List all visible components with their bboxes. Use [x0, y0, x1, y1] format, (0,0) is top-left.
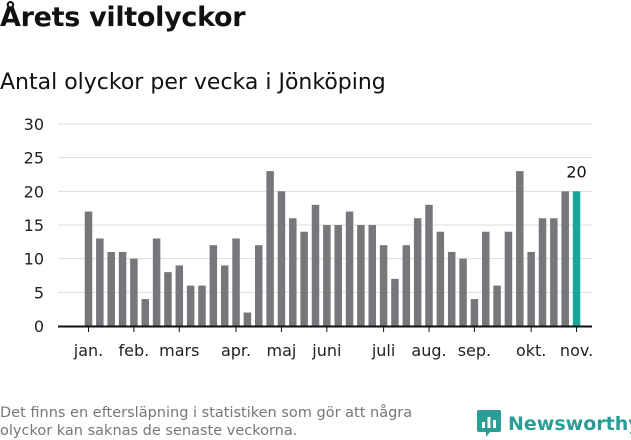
bar	[84, 211, 93, 326]
bar	[368, 225, 376, 326]
chart-subtitle: Antal olyckor per vecka i Jönköping	[0, 70, 386, 95]
bar	[152, 238, 161, 326]
bar	[345, 211, 354, 326]
bar	[413, 218, 422, 326]
bar	[141, 299, 149, 326]
bar	[334, 225, 342, 326]
y-tick-label: 5	[34, 283, 44, 302]
x-tick-label: juli	[371, 341, 395, 360]
bar	[266, 171, 274, 326]
bar	[130, 258, 138, 326]
bar	[277, 191, 286, 326]
bar	[504, 231, 513, 326]
bar	[561, 191, 569, 326]
bar	[289, 218, 297, 326]
y-tick-label: 15	[24, 216, 44, 235]
bar	[516, 171, 524, 326]
y-tick-label: 25	[24, 149, 44, 168]
bar	[425, 204, 433, 326]
bar	[232, 238, 240, 326]
bar	[550, 218, 558, 326]
x-tick-label: jan.	[73, 341, 103, 360]
bar	[538, 218, 547, 326]
x-tick-label: aug.	[411, 341, 446, 360]
bar	[572, 191, 581, 326]
bar	[323, 225, 331, 326]
bar	[447, 251, 456, 326]
x-tick-label: maj	[267, 341, 297, 360]
y-tick-label: 20	[24, 182, 44, 201]
bar	[107, 251, 115, 326]
x-tick-label: apr.	[221, 341, 251, 360]
x-tick-label: feb.	[119, 341, 150, 360]
bar	[198, 285, 206, 326]
bar	[96, 238, 104, 326]
bar	[470, 299, 479, 326]
y-tick-label: 0	[34, 317, 44, 336]
bar	[436, 231, 445, 326]
bar	[243, 312, 252, 326]
bar	[300, 231, 308, 326]
footnote: Det finns en eftersläpning i statistiken…	[0, 405, 413, 439]
x-tick-label: sep.	[458, 341, 491, 360]
bar	[379, 245, 388, 326]
y-tick-label: 10	[24, 250, 44, 269]
data-label: 20	[566, 162, 586, 181]
chart-title: Årets viltolyckor	[0, 2, 246, 33]
bar	[209, 245, 218, 326]
bar	[459, 258, 467, 326]
brand-name: Newsworthy	[508, 413, 631, 435]
bar	[357, 225, 365, 326]
bar	[527, 251, 535, 326]
bar	[255, 245, 263, 326]
bar	[493, 285, 501, 326]
bar	[391, 278, 399, 326]
x-tick-label: okt.	[516, 341, 546, 360]
bar	[175, 265, 184, 326]
newsworthy-logo-icon	[477, 410, 501, 437]
bar	[220, 265, 229, 326]
bar	[311, 204, 320, 326]
y-tick-label: 30	[24, 115, 44, 134]
x-tick-label: juni	[311, 341, 341, 360]
bar	[164, 272, 172, 326]
brand-logo: Newsworthy	[476, 408, 631, 440]
bar	[402, 245, 411, 326]
bar	[482, 231, 490, 326]
x-tick-label: nov.	[560, 341, 593, 360]
bar	[118, 251, 127, 326]
bar	[186, 285, 195, 326]
x-tick-label: mars	[159, 341, 199, 360]
